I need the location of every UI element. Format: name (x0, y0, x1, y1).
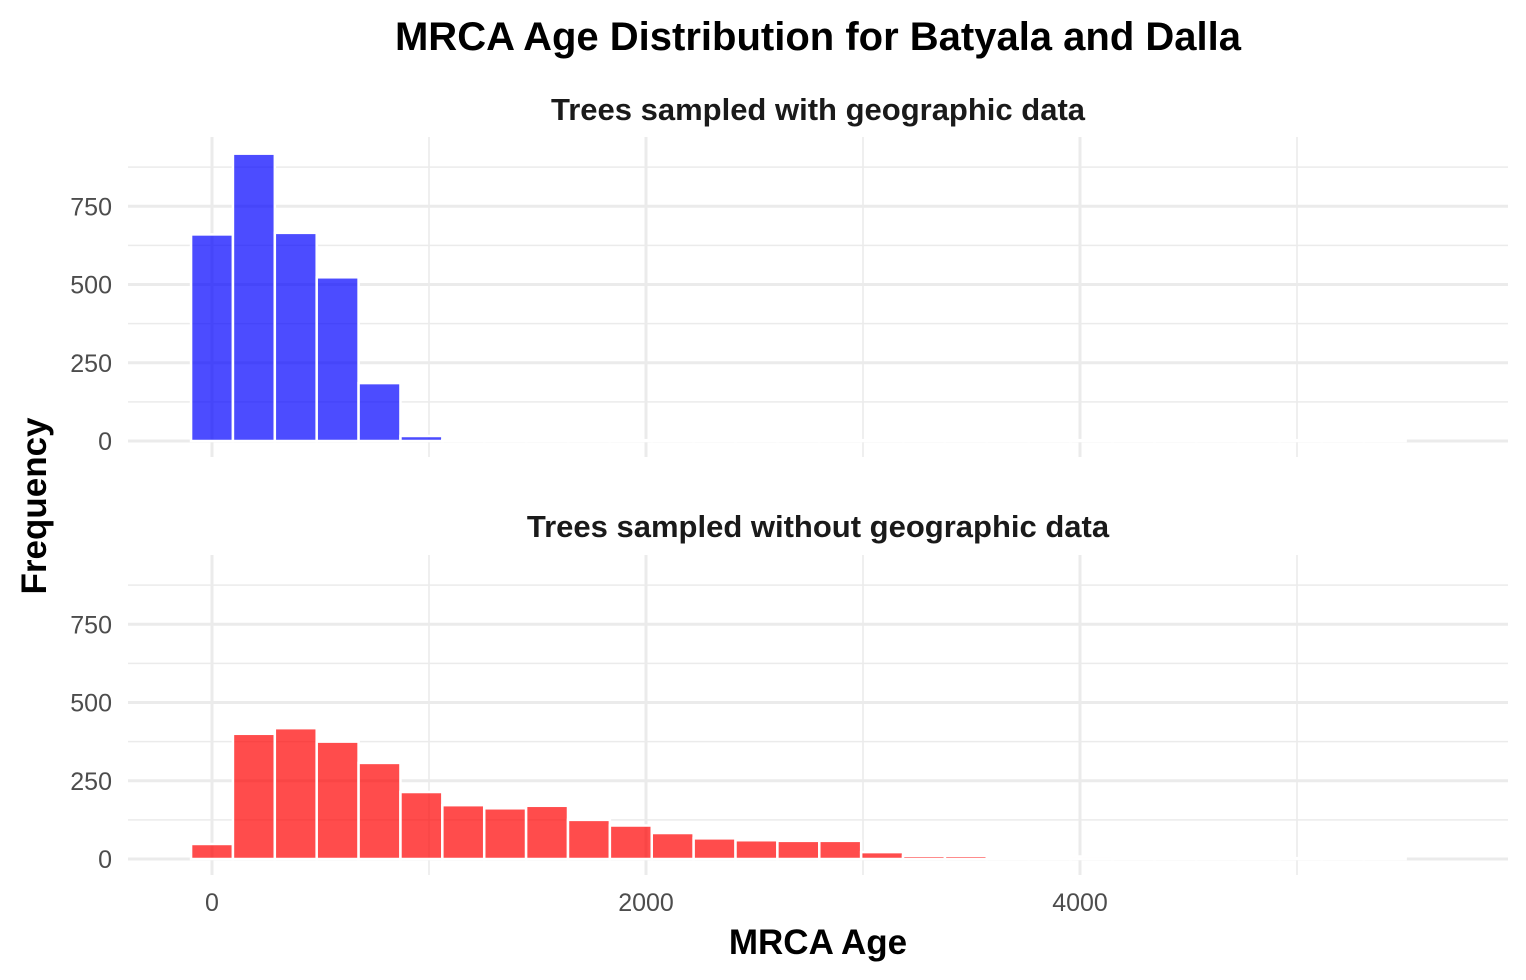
histogram-bar (399, 434, 444, 443)
histogram-bar (1069, 855, 1114, 861)
histogram-bar (482, 438, 528, 443)
histogram-bar (859, 850, 905, 861)
histogram-bar (1362, 856, 1407, 861)
histogram-bar (1111, 438, 1156, 443)
histogram-bar (1320, 856, 1365, 861)
histogram-bar (441, 803, 486, 861)
y-tick-label: 250 (70, 768, 112, 796)
y-axis-ticks: 0 250 500 750 (70, 611, 112, 874)
strip-label-without-geographic-data: Trees sampled without geographic data (527, 509, 1110, 544)
histogram-bar (1362, 438, 1407, 443)
histogram-bar (441, 438, 486, 443)
histogram-bar (859, 438, 905, 443)
histogram-bar (608, 824, 654, 861)
y-tick-label: 750 (70, 193, 112, 221)
histogram-bar (566, 438, 612, 443)
histogram-bar (734, 838, 779, 861)
y-tick-label: 500 (70, 272, 112, 300)
histogram-bar (1153, 856, 1198, 861)
y-axis-label: Frequency (15, 417, 54, 595)
histogram-bar (231, 732, 277, 861)
histogram-bar (608, 438, 654, 443)
histogram-bar (1111, 856, 1156, 861)
histogram-bar (776, 438, 821, 443)
histogram-bar (692, 837, 737, 861)
histogram-bar (776, 839, 821, 861)
grid (128, 137, 1508, 457)
histogram-bar (189, 233, 235, 443)
histogram-bar (1236, 856, 1282, 861)
histogram-bar (1153, 438, 1198, 443)
histogram-bar (1278, 438, 1324, 443)
histogram-bar (1194, 856, 1240, 861)
x-tick-label: 2000 (618, 889, 674, 917)
chart-title: MRCA Age Distribution for Batyala and Da… (395, 15, 1242, 59)
y-tick-label: 250 (70, 350, 112, 378)
histogram-bar (1320, 438, 1365, 443)
histogram-bar (1069, 438, 1114, 443)
y-axis-ticks: 0 250 500 750 (70, 193, 112, 456)
histogram-bar (985, 438, 1030, 443)
histogram-bar (901, 854, 947, 861)
histogram-bar (818, 438, 863, 443)
histogram-bar (943, 438, 989, 443)
y-tick-label: 0 (98, 428, 112, 456)
histogram-bar (985, 856, 1030, 861)
histogram-bar (399, 790, 444, 861)
histogram-bar (273, 231, 318, 443)
histogram-bar (734, 438, 779, 443)
x-tick-label: 0 (205, 889, 219, 917)
histogram-bar (692, 438, 737, 443)
bars (189, 726, 1407, 861)
histogram-bar (650, 831, 695, 861)
histogram-bar (650, 438, 695, 443)
histogram-bar (818, 839, 863, 861)
x-tick-label: 4000 (1052, 889, 1108, 917)
histogram-bar (901, 438, 947, 443)
histogram-bar (1194, 438, 1240, 443)
panel-without-geographic-data: Trees sampled without geographic data 0 2… (70, 509, 1508, 875)
strip-label-with-geographic-data: Trees sampled with geographic data (551, 92, 1086, 127)
histogram-bar (943, 854, 989, 861)
histogram-bar (231, 152, 277, 443)
histogram-bar (1027, 438, 1072, 443)
histogram-bar (357, 761, 402, 861)
panel-with-geographic-data: Trees sampled with geographic data 0 250 5… (70, 92, 1508, 457)
histogram-bar (189, 842, 235, 861)
histogram-bar (566, 818, 612, 861)
histogram-bar (273, 726, 318, 861)
histogram-bar (1236, 438, 1282, 443)
histogram-bar (315, 276, 360, 443)
histogram-bar (524, 804, 570, 861)
histogram-bar (315, 740, 360, 861)
x-axis-ticks: 0 2000 4000 (205, 889, 1108, 917)
histogram-bar (1278, 856, 1324, 861)
y-tick-label: 750 (70, 611, 112, 639)
histogram-bar (1027, 856, 1072, 861)
histogram-bar (357, 381, 402, 443)
y-tick-label: 500 (70, 690, 112, 718)
x-axis-label: MRCA Age (729, 923, 907, 962)
histogram-bar (482, 807, 528, 861)
histogram-bar (524, 438, 570, 443)
y-tick-label: 0 (98, 846, 112, 874)
bars (189, 152, 1407, 443)
